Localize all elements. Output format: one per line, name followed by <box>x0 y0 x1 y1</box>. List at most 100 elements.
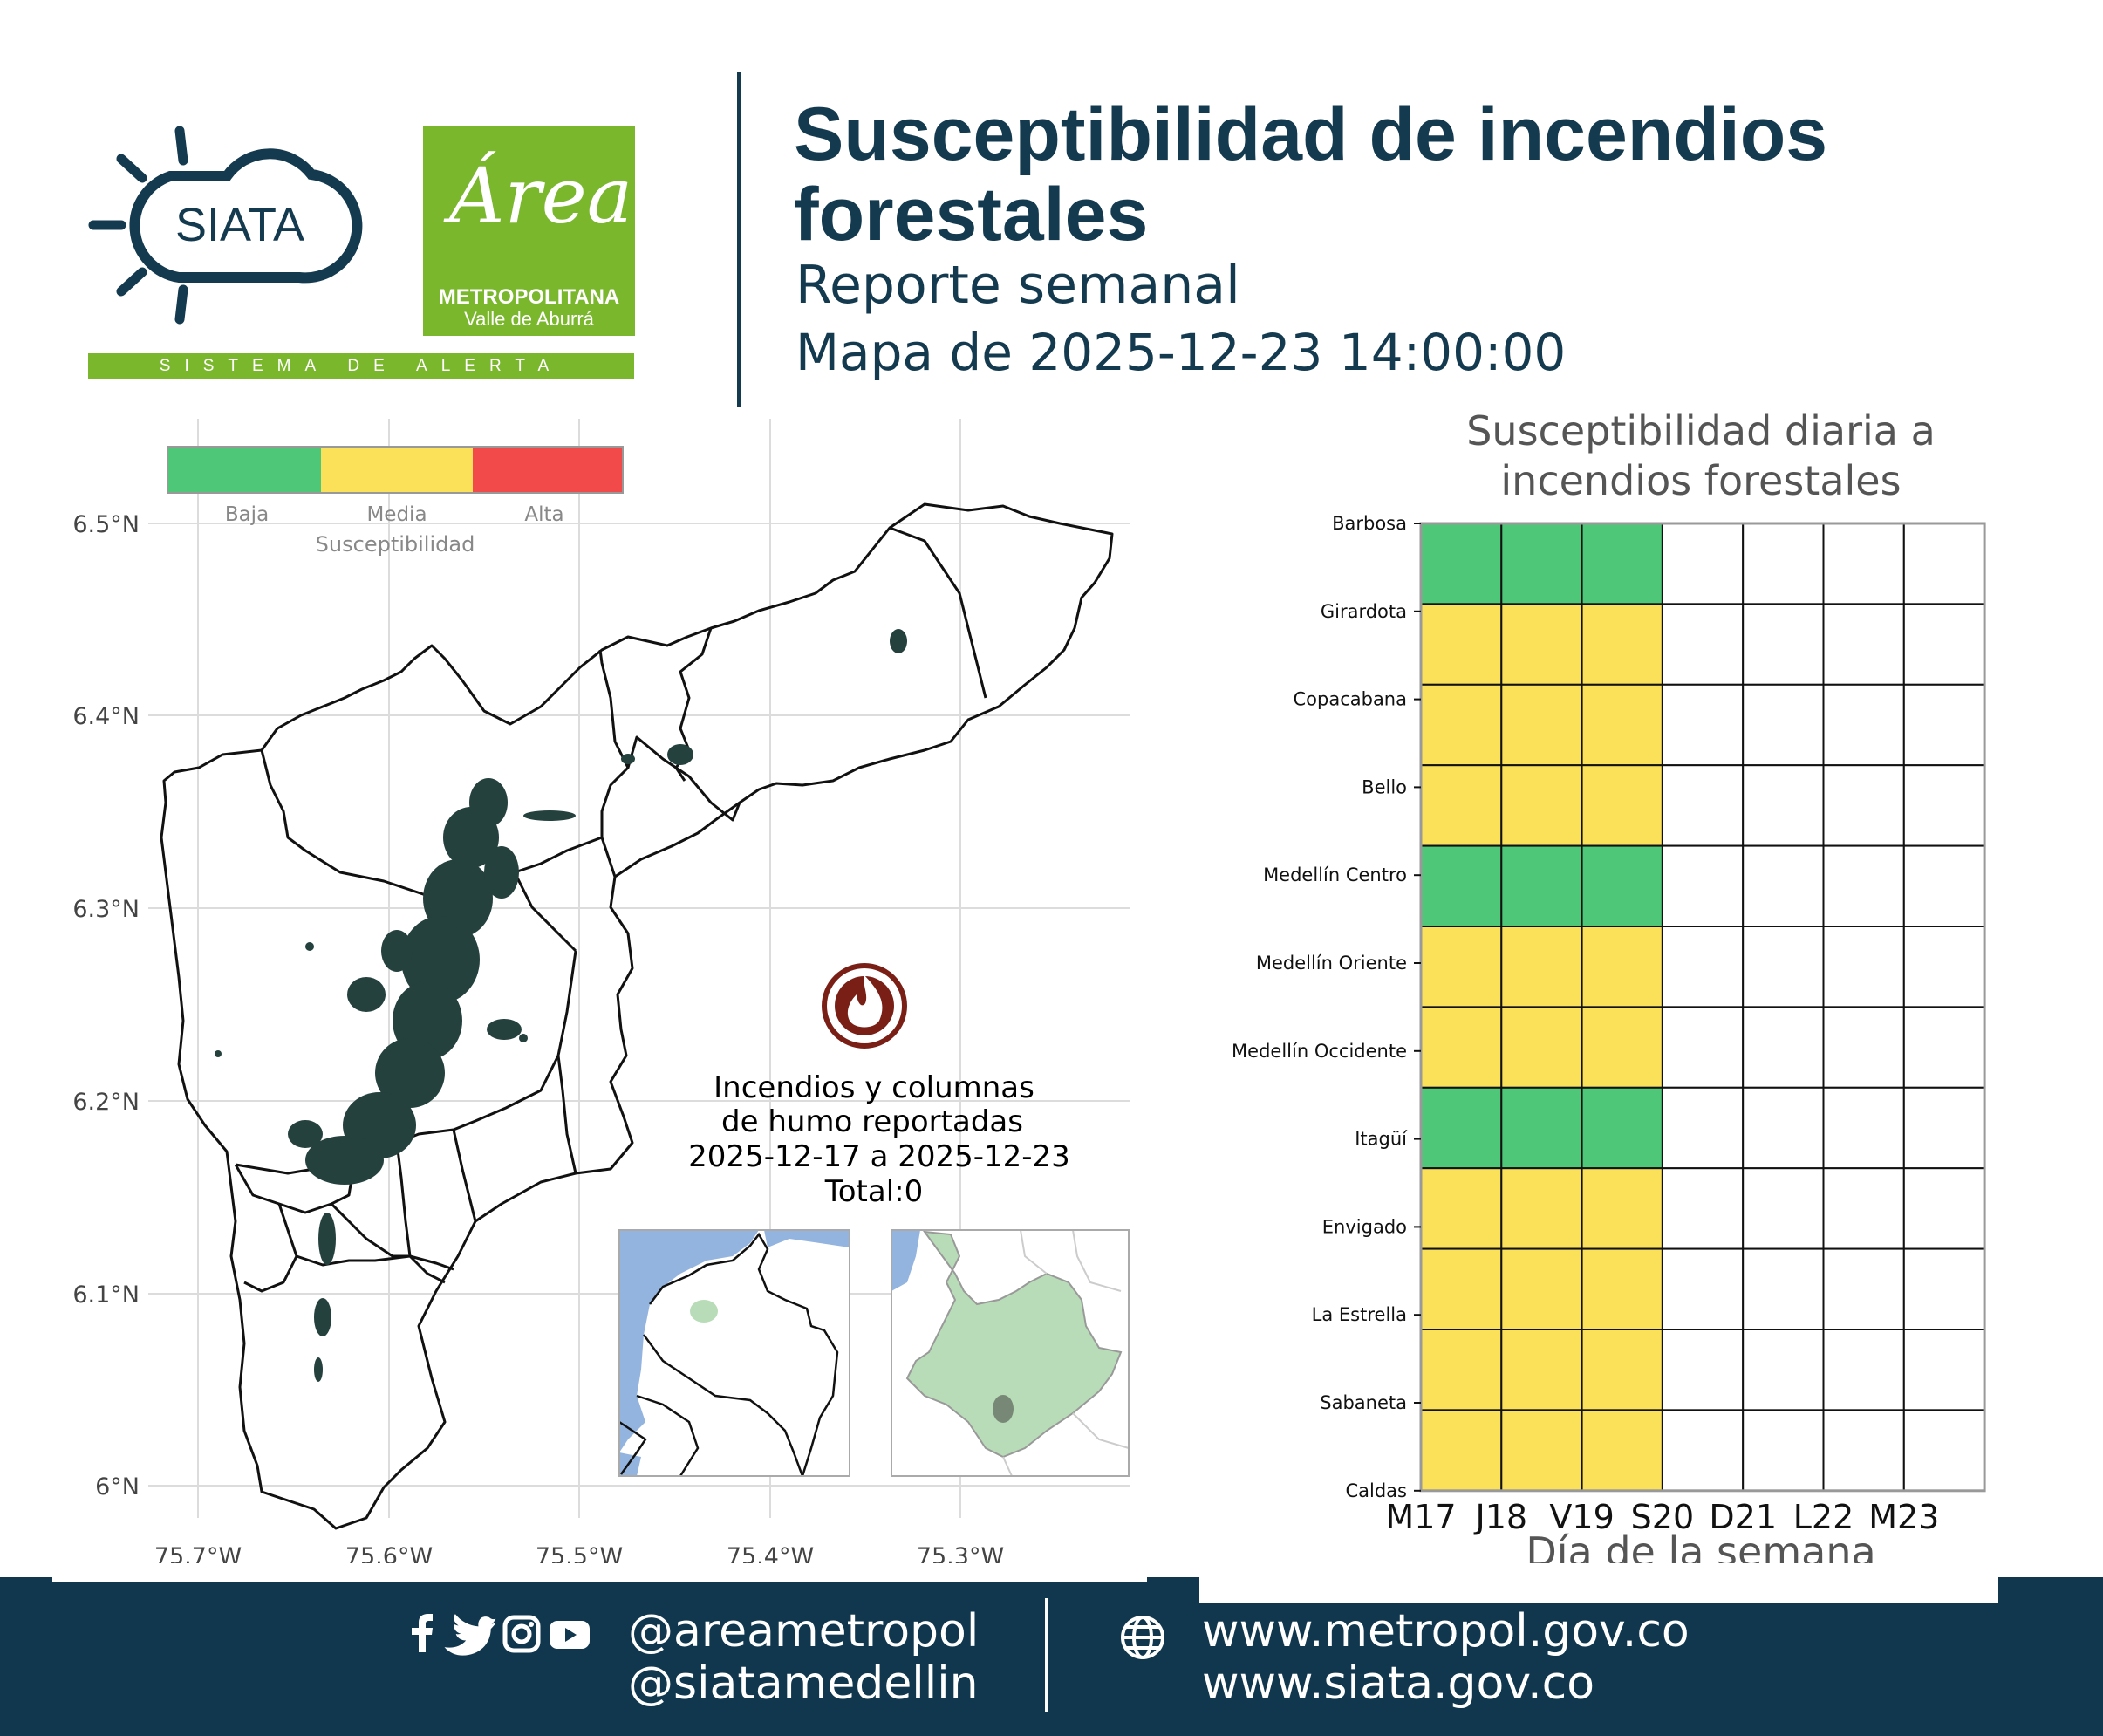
heatmap-cell <box>1420 603 1503 686</box>
row-label: Bello <box>1362 776 1407 797</box>
heatmap-cell <box>1420 1409 1503 1492</box>
heatmap-cell <box>1500 523 1583 605</box>
svg-text:SIATA: SIATA <box>175 199 304 251</box>
heatmap-cell <box>1500 764 1583 847</box>
lat-tick-0: 6.5°N <box>72 511 140 538</box>
lat-tick-2: 6.3°N <box>72 896 140 923</box>
heatmap-cell <box>1742 683 1825 767</box>
legend-title: Susceptibilidad <box>316 532 475 557</box>
heatmap-cell <box>1500 1247 1583 1330</box>
heatmap-cell <box>1822 1006 1905 1089</box>
footer-social: @areametropol @siatamedellin <box>628 1605 979 1710</box>
facebook-icon[interactable] <box>412 1614 433 1652</box>
heatmap-cell <box>1902 603 1986 686</box>
heatmap-cell <box>1902 683 1986 767</box>
heatmap-cell <box>1661 523 1745 605</box>
fires-line-3: 2025-12-17 a 2025-12-23 <box>688 1139 1070 1174</box>
heatmap-cell <box>1581 926 1663 1008</box>
susceptibility-legend: Baja Media Alta Susceptibilidad <box>167 446 624 557</box>
row-label: Girardota <box>1321 601 1407 622</box>
globe-icon <box>1119 1614 1166 1661</box>
legend-label-media: Media <box>366 503 427 526</box>
row-label: Medellín Oriente <box>1256 953 1407 974</box>
chart-title-line-1: Susceptibilidad diaria a <box>1466 410 1936 455</box>
area-logo-sub2: Valle de Aburrá <box>464 308 594 330</box>
row-label: Caldas <box>1345 1480 1407 1501</box>
heatmap-cell <box>1822 926 1905 1008</box>
municipality-boundaries <box>160 502 1114 1530</box>
heatmap-cell <box>1581 1329 1663 1411</box>
heatmap-cell <box>1500 683 1583 767</box>
map-date: Mapa de 2025-12-23 14:00:00 <box>795 323 1567 382</box>
heatmap-cell <box>1581 683 1663 767</box>
heatmap-cell <box>1420 1006 1503 1089</box>
chart-title-line-2: incendios forestales <box>1500 457 1901 504</box>
heatmap-cell <box>1420 764 1503 847</box>
heatmap-cell <box>1822 844 1905 928</box>
website-1[interactable]: www.metropol.gov.co <box>1202 1605 1690 1657</box>
heatmap-cell <box>1742 926 1825 1008</box>
heatmap-cell <box>1661 1006 1745 1089</box>
heatmap-cell <box>1581 1006 1663 1089</box>
column-label: M17 <box>1385 1498 1456 1536</box>
heatmap-cell <box>1902 1086 1986 1170</box>
report-subtitle: Reporte semanal <box>795 255 1240 316</box>
heatmap-cell <box>1581 764 1663 847</box>
fires-line-1: Incendios y columnas <box>714 1070 1034 1105</box>
row-label: La Estrella <box>1312 1304 1407 1325</box>
heatmap-cell <box>1742 1167 1825 1250</box>
fires-total: Total:0 <box>824 1174 924 1209</box>
footer-divider <box>1045 1598 1048 1712</box>
legend-label-baja: Baja <box>225 503 269 526</box>
heatmap-column-labels: M17 J18 V19 S20 D21 L22 M23 <box>1385 1498 1939 1536</box>
instagram-icon[interactable] <box>502 1615 541 1653</box>
row-label: Barbosa <box>1332 513 1407 534</box>
area-metropolitana-logo: Área METROPOLITANA Valle de Aburrá <box>423 126 635 336</box>
heatmap-cell <box>1420 1086 1503 1170</box>
title-line-1: Susceptibilidad de incendios <box>794 92 1828 176</box>
heatmap-cell <box>1661 764 1745 847</box>
heatmap-cell <box>1500 603 1583 686</box>
heatmap-cell <box>1581 844 1663 928</box>
heatmap-cell <box>1822 1086 1905 1170</box>
heatmap-cell <box>1902 523 1986 605</box>
heatmap-cell <box>1822 683 1905 767</box>
heatmap-cell <box>1420 523 1503 605</box>
legend-label-alta: Alta <box>524 503 563 526</box>
heatmap-cells <box>1419 522 1986 1493</box>
website-2[interactable]: www.siata.gov.co <box>1202 1657 1595 1710</box>
row-label: Itagüí <box>1355 1129 1408 1150</box>
social-icons <box>403 1612 595 1656</box>
heatmap-cell <box>1742 1329 1825 1411</box>
inset-colombia <box>618 1229 850 1477</box>
footer-bar <box>0 1577 2103 1736</box>
heatmap-cell <box>1500 844 1583 928</box>
heatmap-cell <box>1742 764 1825 847</box>
header-divider <box>737 72 741 407</box>
footer-tab <box>1199 1563 1998 1603</box>
heatmap-cell <box>1420 1167 1503 1250</box>
column-label: S20 <box>1631 1498 1694 1536</box>
heatmap-cell <box>1902 764 1986 847</box>
heatmap-svg: Susceptibilidad diaria a incendios fores… <box>1232 407 1986 1575</box>
row-label: Copacabana <box>1293 689 1407 710</box>
heatmap-cell <box>1902 1167 1986 1250</box>
youtube-icon[interactable] <box>550 1621 590 1649</box>
heatmap-cell <box>1661 603 1745 686</box>
heatmap-cell <box>1822 1329 1905 1411</box>
heatmap-cell <box>1902 844 1986 928</box>
social-handle-2[interactable]: @siatamedellin <box>628 1657 979 1710</box>
fire-icon <box>822 963 907 1049</box>
twitter-icon[interactable] <box>444 1614 496 1656</box>
heatmap-cell <box>1581 1086 1663 1170</box>
heatmap-cell <box>1500 1086 1583 1170</box>
legend-swatch-media <box>321 447 473 493</box>
heatmap-cell <box>1500 926 1583 1008</box>
alert-system-strip-text: SISTEMA DE ALERTA TEMPRANA <box>159 357 563 401</box>
heatmap-cell <box>1661 1086 1745 1170</box>
social-handle-1[interactable]: @areametropol <box>628 1605 980 1657</box>
heatmap-cell <box>1500 1409 1583 1492</box>
legend-swatch-baja <box>167 447 321 493</box>
heatmap-cell <box>1661 926 1745 1008</box>
heatmap-cell <box>1500 1006 1583 1089</box>
